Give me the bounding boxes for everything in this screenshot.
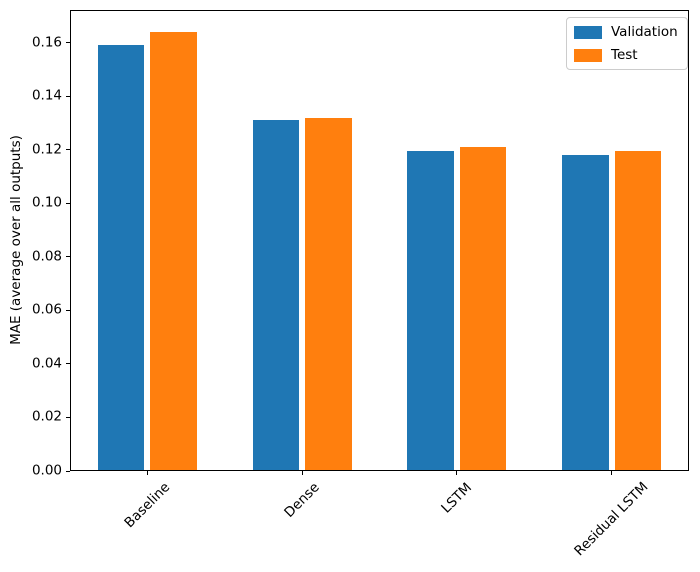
x-tick-mark: [301, 471, 303, 475]
bar-validation-lstm: [407, 151, 454, 470]
y-tick-mark: [66, 95, 70, 97]
y-tick-mark: [66, 42, 70, 44]
bar-test-lstm: [459, 147, 507, 470]
y-tick-label: 0.00: [31, 462, 62, 479]
y-tick-label: 0.10: [31, 194, 62, 211]
x-tick-mark: [146, 471, 148, 475]
legend-swatch-validation: [574, 25, 602, 39]
x-tick-label-dense: Dense: [280, 479, 323, 521]
y-tick-mark: [66, 149, 70, 151]
y-tick-mark: [66, 416, 70, 418]
bar-validation-baseline: [97, 45, 145, 470]
y-tick-label: 0.08: [31, 248, 62, 265]
legend-item-validation: Validation: [574, 24, 678, 40]
y-tick-label: 0.12: [31, 140, 62, 157]
x-tick-mark: [456, 471, 458, 475]
x-tick-label-lstm: LSTM: [438, 479, 475, 517]
legend-item-test: Test: [574, 47, 678, 63]
y-tick-label: 0.14: [31, 87, 62, 104]
y-tick-mark: [66, 202, 70, 204]
x-tick-mark: [611, 471, 613, 475]
bar-test-dense: [305, 117, 352, 470]
x-tick-label-residual-lstm: Residual LSTM: [571, 479, 652, 560]
x-tick-label-baseline: Baseline: [121, 479, 174, 531]
y-tick-mark: [66, 309, 70, 311]
y-tick-label: 0.04: [31, 355, 62, 372]
y-tick-label: 0.16: [31, 33, 62, 50]
y-tick-mark: [66, 470, 70, 472]
legend: Validation Test: [566, 17, 688, 70]
y-tick-mark: [66, 256, 70, 258]
y-tick-mark: [66, 363, 70, 365]
legend-swatch-test: [574, 48, 602, 62]
y-tick-label: 0.06: [31, 301, 62, 318]
bar-validation-residual-lstm: [562, 155, 609, 470]
bar-validation-dense: [252, 120, 300, 470]
bar-test-baseline: [150, 31, 197, 470]
legend-label-test: Test: [611, 47, 638, 63]
legend-label-validation: Validation: [611, 24, 678, 40]
bar-test-residual-lstm: [614, 151, 662, 470]
y-tick-label: 0.02: [31, 408, 62, 425]
